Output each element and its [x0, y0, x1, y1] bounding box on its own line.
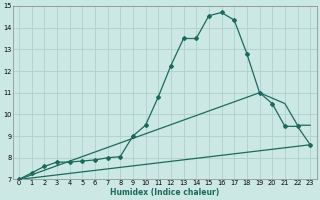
X-axis label: Humidex (Indice chaleur): Humidex (Indice chaleur): [110, 188, 219, 197]
